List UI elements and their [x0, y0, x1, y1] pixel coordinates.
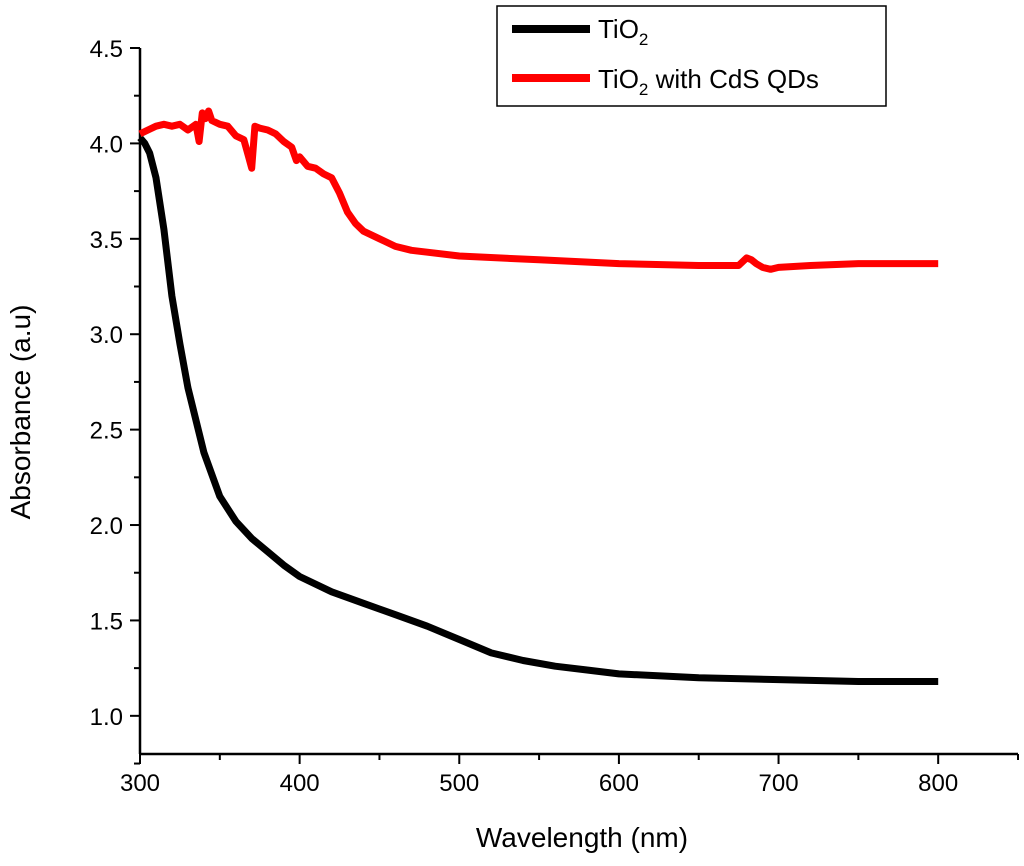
- legend-label-tio2-subscript: 2: [639, 30, 648, 49]
- y-axis-ticks: 1.0 1.5 2.0 2.5 3.0 3.5 4.0 4.5: [90, 36, 140, 765]
- x-axis-title: Wavelength (nm): [476, 822, 688, 853]
- x-axis-ticks: 300 400 500 600 700 800: [120, 754, 1019, 797]
- x-tick-label: 600: [599, 770, 639, 797]
- x-tick-label: 800: [918, 770, 958, 797]
- y-tick-label: 1.5: [90, 608, 123, 635]
- y-tick-label: 1.0: [90, 704, 123, 731]
- series-layer: [137, 107, 939, 685]
- legend-label-tio2-cds-main: TiO: [598, 64, 639, 94]
- x-tick-label: 500: [439, 770, 479, 797]
- x-tick-label: 400: [280, 770, 320, 797]
- x-tick-label: 300: [120, 770, 160, 797]
- legend-label-tio2-cds: TiO2 with CdS QDs: [598, 64, 819, 99]
- y-tick-label: 2.5: [90, 418, 123, 445]
- y-tick-label: 4.0: [90, 131, 123, 158]
- series-line-tio2: [137, 135, 939, 685]
- legend-box: [496, 5, 887, 107]
- y-tick-label: 3.5: [90, 227, 123, 254]
- series-line-tio2-cds: [138, 107, 939, 273]
- y-tick-label: 2.0: [90, 513, 123, 540]
- x-tick-label: 700: [759, 770, 799, 797]
- y-tick-label: 3.0: [90, 322, 123, 349]
- y-tick-label: 4.5: [90, 36, 123, 63]
- plot-area: 300 400 500 600 700 800 1.0 1.5 2.0 2.5 3.0 3.5 4.0…: [90, 36, 1019, 797]
- y-axis-title: Absorbance (a.u): [5, 305, 36, 520]
- legend-label-tio2-cds-rest: with CdS QDs: [648, 64, 819, 94]
- legend-label-tio2-cds-subscript: 2: [639, 80, 648, 99]
- legend-label-tio2: TiO2: [598, 14, 648, 49]
- legend-label-tio2-main: TiO: [598, 14, 639, 44]
- legend: TiO2 TiO2 with CdS QDs: [496, 5, 887, 107]
